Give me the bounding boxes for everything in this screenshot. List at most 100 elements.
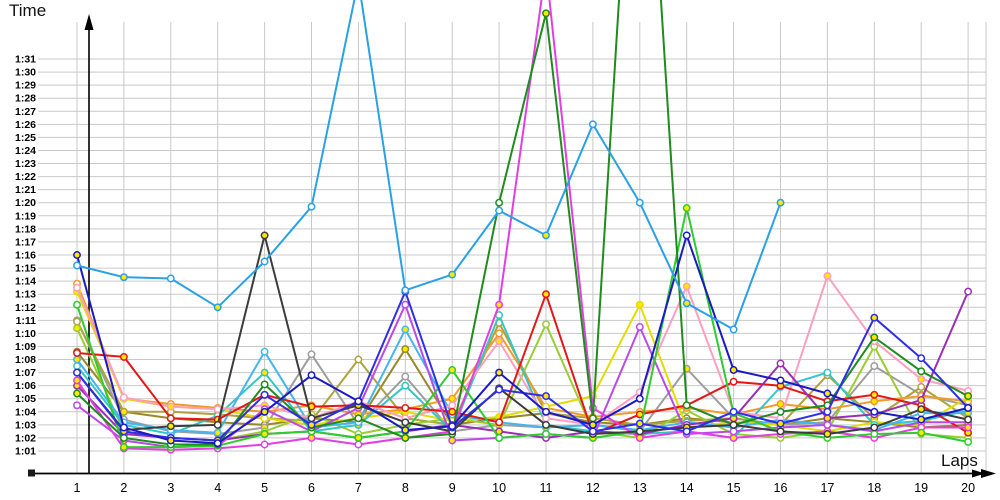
x-tick-label: 16 — [774, 481, 788, 495]
y-axis-arrow-icon — [84, 14, 94, 30]
data-point-black-lap-8 — [401, 418, 410, 427]
data-point-blue-lap-18 — [870, 313, 879, 322]
data-point-blue-lap-17 — [823, 407, 832, 416]
data-point-magenta-lap-15 — [729, 433, 738, 442]
data-point-pink-lap-1 — [73, 283, 81, 292]
data-point-blue-lap-1 — [73, 368, 81, 377]
data-point-forest-green-lap-14 — [682, 401, 691, 410]
data-point-red-lap-3 — [166, 414, 175, 423]
data-point-navy-lap-19 — [917, 415, 926, 424]
data-point-black-lap-16 — [776, 427, 785, 436]
series-line-navy — [76, 234, 969, 445]
data-point-purple-lap-20 — [964, 287, 973, 296]
data-point-pink-lap-4 — [213, 405, 222, 414]
data-point-navy-lap-15 — [729, 366, 738, 374]
data-point-lime-green-lap-10 — [495, 433, 504, 442]
series-line-black — [76, 234, 969, 435]
series-line-olive — [76, 348, 969, 429]
x-tick-label: 6 — [308, 481, 315, 495]
data-point-sky-blue-2-lap-1 — [73, 355, 81, 364]
y-tick-label: 1:19 — [15, 210, 36, 222]
data-point-pink-lap-2 — [119, 393, 128, 402]
y-tick-label: 1:30 — [15, 67, 36, 79]
x-tick-label: 20 — [961, 481, 975, 495]
data-point-dark-khaki-lap-1 — [73, 317, 81, 326]
data-point-sky-blue-lap-2 — [119, 273, 128, 282]
data-point-navy-lap-14 — [682, 231, 691, 240]
data-point-magenta-lap-20 — [964, 423, 973, 432]
x-tick-label: 15 — [727, 481, 741, 495]
x-tick-label: 14 — [680, 481, 694, 495]
data-point-dark-khaki-lap-19 — [917, 383, 926, 391]
data-point-yellow-lap-13 — [635, 300, 644, 309]
y-tick-label: 1:18 — [15, 223, 36, 235]
y-tick-label: 1:17 — [15, 236, 36, 248]
data-point-black-lap-11 — [542, 420, 550, 429]
data-point-blue-lap-13 — [635, 419, 644, 428]
data-point-sky-blue-lap-13 — [635, 198, 644, 207]
data-point-yellow-green-lap-11 — [542, 320, 550, 329]
data-point-blue-lap-11 — [542, 392, 550, 401]
data-point-violet-lap-9 — [448, 436, 457, 445]
data-point-red-lap-2 — [119, 352, 128, 361]
axis-origin-marker — [28, 469, 35, 477]
data-point-navy-lap-6 — [307, 371, 316, 380]
data-point-blue-lap-16 — [776, 419, 785, 428]
data-point-pink-lap-17 — [823, 271, 832, 280]
data-point-violet-lap-17 — [823, 420, 832, 429]
data-point-pink-lap-10 — [495, 337, 504, 346]
y-tick-label: 1:08 — [15, 354, 36, 366]
data-point-navy-lap-1 — [73, 251, 81, 259]
series-line-forest-green — [76, 0, 969, 446]
data-point-lime-green-lap-11 — [542, 430, 550, 438]
x-tick-label: 10 — [492, 481, 506, 495]
data-point-cyan-lap-17 — [823, 368, 832, 377]
data-point-red-lap-1 — [73, 349, 81, 357]
data-point-blue-lap-12 — [588, 427, 597, 436]
series-line-yellow — [76, 291, 969, 433]
data-point-magenta-lap-5 — [260, 440, 269, 449]
data-point-sky-blue-lap-15 — [729, 325, 738, 334]
data-point-navy-lap-18 — [870, 407, 879, 416]
data-point-sky-blue-lap-12 — [588, 120, 597, 129]
y-tick-label: 1:06 — [15, 380, 36, 392]
data-point-olive-lap-8 — [401, 345, 410, 354]
data-point-purple-lap-16 — [776, 359, 785, 368]
data-point-sky-blue-lap-1 — [73, 261, 81, 270]
data-point-gray-lap-8 — [401, 372, 410, 381]
y-tick-label: 1:11 — [16, 315, 37, 327]
data-point-dark-khaki-lap-7 — [354, 355, 363, 364]
data-point-magenta-lap-13 — [635, 433, 644, 442]
data-point-blue-lap-19 — [917, 354, 926, 363]
data-point-sky-blue-lap-3 — [166, 274, 175, 283]
data-point-dark-khaki-lap-2 — [119, 407, 128, 416]
x-axis-title: Laps — [941, 451, 978, 470]
data-point-pink-lap-19 — [917, 375, 926, 384]
data-point-cyan-lap-8 — [401, 381, 410, 390]
data-point-forest-green-lap-11 — [542, 9, 550, 18]
data-point-lime-green-lap-1 — [73, 300, 81, 309]
data-point-navy-lap-2 — [119, 423, 128, 432]
data-point-sky-blue-lap-11 — [542, 231, 550, 240]
data-point-navy-lap-13 — [635, 394, 644, 403]
data-point-sky-blue-2-lap-5 — [260, 347, 269, 356]
data-point-pink-lap-3 — [166, 402, 175, 411]
data-point-black-lap-19 — [917, 405, 926, 414]
data-point-red-lap-11 — [542, 290, 550, 299]
data-point-sky-blue-2-lap-4 — [213, 428, 222, 437]
data-point-violet-lap-8 — [401, 300, 410, 309]
data-point-black-lap-17 — [823, 430, 832, 438]
data-point-navy-lap-12 — [588, 420, 597, 429]
series-line-pink — [76, 274, 969, 426]
data-point-orange-lap-18 — [870, 397, 879, 406]
data-point-sky-blue-lap-14 — [682, 299, 691, 308]
y-tick-label: 1:04 — [15, 406, 36, 418]
data-point-forest-green-lap-8 — [401, 433, 410, 442]
x-tick-label: 19 — [914, 481, 928, 495]
y-tick-label: 1:24 — [15, 145, 36, 157]
x-tick-label: 9 — [449, 481, 456, 495]
data-point-gray-lap-18 — [870, 362, 879, 371]
data-point-sky-blue-2-lap-8 — [401, 325, 410, 334]
